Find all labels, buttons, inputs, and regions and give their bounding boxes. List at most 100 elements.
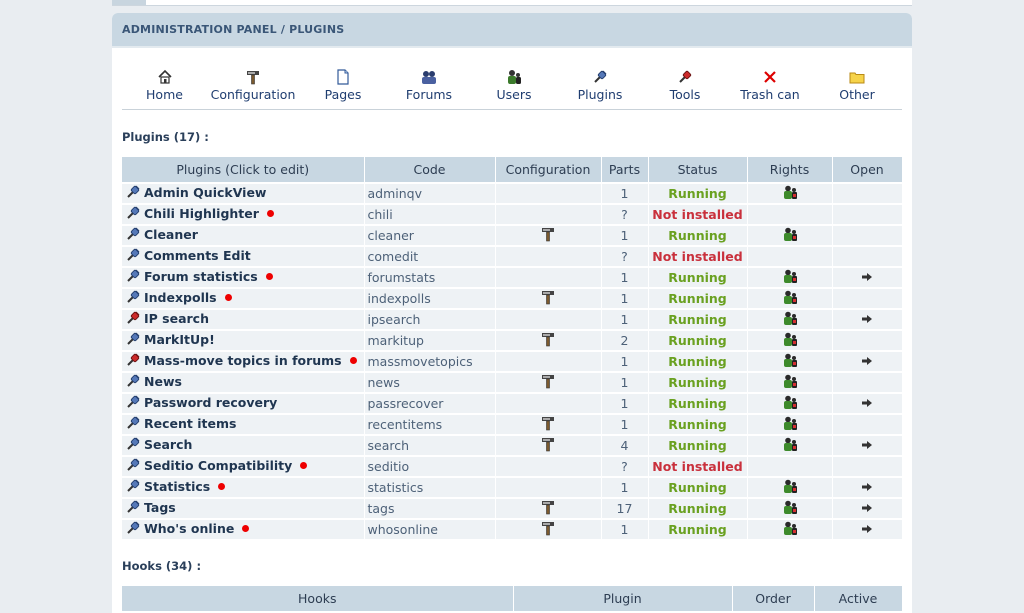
plugin-name-link[interactable]: Cleaner: [144, 227, 198, 242]
plugin-status: Running: [648, 330, 748, 352]
plugin-name-link[interactable]: Forum statistics: [144, 269, 258, 284]
plugin-name-link[interactable]: IP search: [144, 311, 209, 326]
arrow-right-icon[interactable]: [861, 501, 873, 516]
rights-icon[interactable]: [782, 185, 798, 202]
nav-configuration[interactable]: Configuration: [207, 69, 299, 109]
nav-users[interactable]: Users: [471, 69, 557, 109]
nav-tools[interactable]: Tools: [643, 69, 727, 109]
plugin-name-cell: Comments Edit: [122, 246, 365, 268]
plugin-parts: 1: [601, 309, 649, 331]
plugin-status: Running: [648, 267, 748, 289]
hammer-icon[interactable]: [541, 522, 555, 538]
rights-icon[interactable]: [782, 269, 798, 286]
plugin-parts: ?: [601, 246, 649, 268]
hammer-icon[interactable]: [541, 228, 555, 244]
admin-panel: ADMINISTRATION PANEL / PLUGINS Home Confi…: [112, 13, 912, 613]
nav-plugins[interactable]: Plugins: [557, 69, 643, 109]
folder-icon: [849, 69, 865, 85]
rights-icon[interactable]: [782, 353, 798, 370]
nav-home[interactable]: Home: [122, 69, 207, 109]
rights-icon[interactable]: [782, 332, 798, 349]
plugin-name-link[interactable]: Mass-move topics in forums: [144, 353, 342, 368]
plugin-name-link[interactable]: Comments Edit: [144, 248, 251, 263]
nav-label: Forums: [405, 87, 453, 102]
rights-icon[interactable]: [782, 374, 798, 391]
open-cell: [832, 414, 903, 436]
open-cell: [832, 519, 903, 541]
plugins-column-header: Code: [364, 157, 496, 184]
open-cell: [832, 330, 903, 352]
table-row: MarkItUp! markitup 2 Running: [122, 330, 903, 352]
plugin-name-link[interactable]: Password recovery: [144, 395, 278, 410]
plugin-name-cell: Mass-move topics in forums: [122, 351, 365, 373]
hammer-icon[interactable]: [541, 333, 555, 349]
nav-forums[interactable]: Forums: [387, 69, 471, 109]
config-cell: [495, 288, 602, 310]
hammer-icon[interactable]: [541, 501, 555, 517]
table-row: Cleaner cleaner 1 Running: [122, 225, 903, 247]
rights-icon[interactable]: [782, 227, 798, 244]
rights-icon[interactable]: [782, 416, 798, 433]
arrow-right-icon[interactable]: [861, 354, 873, 369]
forums-icon: [420, 69, 438, 85]
arrow-right-icon[interactable]: [861, 438, 873, 453]
rights-cell: [747, 309, 833, 331]
hammer-icon[interactable]: [541, 438, 555, 454]
table-row: Password recovery passrecover 1 Running: [122, 393, 903, 415]
plugin-name-link[interactable]: MarkItUp!: [144, 332, 215, 347]
rights-icon[interactable]: [782, 479, 798, 496]
plugin-name-link[interactable]: Admin QuickView: [144, 185, 267, 200]
rights-icon[interactable]: [782, 395, 798, 412]
plugin-code: search: [364, 435, 496, 457]
plugin-parts: 1: [601, 393, 649, 415]
hooks-header-row: Hooks Plugin Order Active: [122, 586, 903, 613]
plugin-parts: 1: [601, 351, 649, 373]
arrow-right-icon[interactable]: [861, 396, 873, 411]
rights-cell: [747, 372, 833, 394]
rights-icon[interactable]: [782, 437, 798, 454]
plugin-name-cell: Password recovery: [122, 393, 365, 415]
hammer-icon[interactable]: [541, 417, 555, 433]
nav-pages[interactable]: Pages: [299, 69, 387, 109]
hammer-icon[interactable]: [541, 291, 555, 307]
plugin-name-link[interactable]: Tags: [144, 500, 176, 515]
rights-icon[interactable]: [782, 500, 798, 517]
plugin-parts: 1: [601, 288, 649, 310]
table-row: IP search ipsearch 1 Running: [122, 309, 903, 331]
users-icon: [506, 69, 522, 85]
rights-icon[interactable]: [782, 521, 798, 538]
arrow-right-icon[interactable]: [861, 312, 873, 327]
open-cell: [832, 498, 903, 520]
rights-cell: [747, 183, 833, 205]
rights-cell: [747, 477, 833, 499]
config-cell: [495, 519, 602, 541]
plugin-icon: [125, 268, 141, 286]
rights-icon[interactable]: [782, 290, 798, 307]
nav-trash-can[interactable]: Trash can: [727, 69, 813, 109]
hammer-icon[interactable]: [541, 375, 555, 391]
arrow-right-icon[interactable]: [861, 270, 873, 285]
plugin-name-link[interactable]: Chili Highlighter: [144, 206, 259, 221]
plugin-red-icon: [125, 352, 141, 370]
open-cell: [832, 246, 903, 268]
plugin-name-link[interactable]: Indexpolls: [144, 290, 217, 305]
plugin-name-link[interactable]: Who's online: [144, 521, 235, 536]
plugin-name-link[interactable]: Recent items: [144, 416, 237, 431]
hooks-column-header: Plugin: [513, 586, 733, 613]
arrow-right-icon[interactable]: [861, 522, 873, 537]
plugin-name-link[interactable]: Statistics: [144, 479, 211, 494]
plugin-status: Running: [648, 225, 748, 247]
plugin-name-cell: MarkItUp!: [122, 330, 365, 352]
arrow-right-icon[interactable]: [861, 480, 873, 495]
config-cell: [495, 477, 602, 499]
plugin-code: indexpolls: [364, 288, 496, 310]
rights-icon[interactable]: [782, 311, 798, 328]
plugin-name-link[interactable]: Search: [144, 437, 193, 452]
top-strip: [112, 0, 912, 6]
nav-other[interactable]: Other: [813, 69, 901, 109]
plugin-name-link[interactable]: News: [144, 374, 182, 389]
plugin-name-link[interactable]: Seditio Compatibility: [144, 458, 293, 473]
plugin-status: Not installed: [648, 246, 748, 268]
hammer-icon: [246, 69, 260, 85]
open-cell: [832, 435, 903, 457]
